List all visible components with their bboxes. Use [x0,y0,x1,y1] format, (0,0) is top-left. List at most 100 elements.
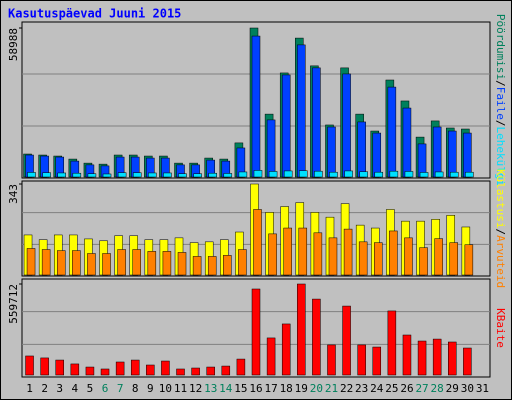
bar [207,256,217,276]
x-tick-label: 9 [147,382,154,395]
bar [417,143,427,178]
bar [463,347,472,376]
bar [192,256,202,276]
bar [389,170,399,178]
bar [434,171,444,178]
bar [206,366,215,376]
bar [146,364,155,376]
x-tick-label: 22 [340,382,353,395]
bar [115,361,125,376]
bar [41,249,51,276]
legend-entry: KBaite [494,308,507,348]
bar [162,251,172,276]
x-tick-label: 15 [234,382,247,395]
bar [313,232,323,276]
bar [342,73,351,178]
x-tick-label: 31 [476,382,489,395]
bar [432,126,442,178]
bar [191,367,200,376]
bar [87,173,97,178]
x-tick-label: 11 [174,382,187,395]
x-tick-label: 13 [204,382,217,395]
bar [358,241,368,276]
bar [87,253,96,276]
bar [238,249,247,276]
bar [402,107,412,178]
y-tick-label: 58988 [7,28,20,61]
bar [266,337,276,376]
bar [329,171,338,178]
bar [268,233,277,276]
legend-entry: Faile [494,87,507,120]
legend: KBaite [494,308,507,348]
bar [404,237,413,276]
bar [148,172,157,178]
bar [193,173,202,178]
bar [357,121,366,178]
bar [72,250,81,276]
x-tick-label: 10 [159,382,172,395]
bar [344,170,353,178]
bar [236,358,246,376]
x-tick-label: 4 [72,382,79,395]
bar [449,242,459,276]
bar [419,247,428,276]
x-tick-label: 2 [41,382,48,395]
bar [464,244,474,276]
legend: Pöördumisi/Faile/Lehekülgi [494,14,507,186]
x-tick-label: 17 [264,382,277,395]
x-tick-label: 14 [219,382,233,395]
bar [102,253,111,276]
legend: Külastusi/Arvuteid [494,169,507,288]
bar [161,360,170,376]
bar [221,365,231,376]
bar [163,172,172,178]
bar [450,171,459,178]
bar [342,305,351,376]
bar [283,170,293,178]
bar [27,172,36,178]
bar [281,323,291,376]
bar [419,172,429,178]
bar [402,334,412,376]
bar [297,44,306,178]
bar [26,248,36,276]
bar [132,172,142,178]
bar [25,355,34,376]
legend-entry: Pöördumisi [494,14,507,80]
bar [374,242,383,276]
chart-title: Kasutuspäevad Juuni 2015 [8,7,181,21]
bar [357,344,366,376]
legend-entry: Arvuteid [494,235,507,288]
bar [283,227,292,276]
bar [102,173,112,178]
bar [312,67,321,178]
bar [238,171,248,178]
bar [297,283,306,376]
bar [432,338,442,376]
bar [374,171,384,178]
legend-separator: / [494,80,507,87]
x-tick-label: 16 [249,382,262,395]
x-tick-label: 29 [446,382,459,395]
y-tick-label: 559712 [7,284,20,324]
x-tick-label: 5 [87,382,94,395]
bar [100,368,110,376]
bar [314,170,323,178]
x-tick-label: 20 [310,382,323,395]
bar [253,209,262,276]
bar [251,35,261,178]
bar [343,228,353,276]
bar [130,359,140,376]
x-tick-label: 24 [370,382,384,395]
bar [85,366,95,376]
bar [448,341,457,376]
x-tick-label: 21 [325,382,338,395]
x-tick-label: 3 [56,382,63,395]
bar [72,172,82,178]
bar [268,171,278,178]
x-tick-label: 12 [189,382,202,395]
bar [40,357,49,376]
bar [389,230,398,276]
